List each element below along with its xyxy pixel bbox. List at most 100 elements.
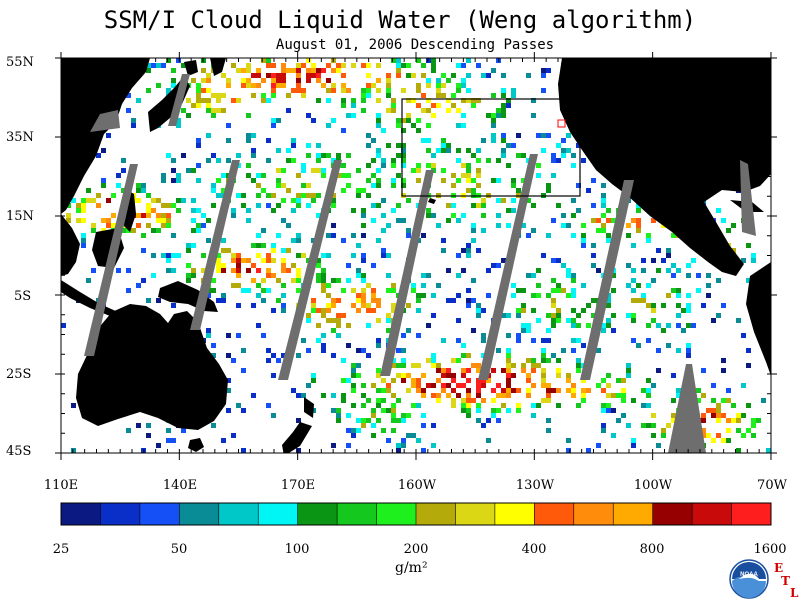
cloud-pixel: [136, 98, 141, 103]
cloud-pixel: [381, 398, 386, 403]
cloud-pixel: [401, 418, 406, 423]
cloud-pixel: [321, 278, 326, 283]
cloud-pixel: [496, 108, 501, 113]
cloud-pixel: [686, 323, 691, 328]
colorbar-swatch: [573, 503, 614, 525]
cloud-pixel: [241, 68, 246, 73]
cloud-pixel: [316, 68, 321, 73]
cloud-pixel: [581, 398, 586, 403]
cloud-pixel: [216, 298, 221, 303]
cloud-pixel: [486, 438, 491, 443]
cloud-pixel: [361, 108, 366, 113]
cloud-pixel: [311, 168, 316, 173]
cloud-pixel: [511, 198, 516, 203]
cloud-pixel: [221, 263, 226, 268]
cloud-pixel: [481, 378, 486, 383]
cloud-pixel: [411, 378, 416, 383]
cloud-pixel: [251, 73, 256, 78]
cloud-pixel: [316, 158, 321, 163]
cloud-pixel: [401, 333, 406, 338]
cloud-pixel: [296, 393, 301, 398]
cloud-pixel: [686, 348, 691, 353]
cloud-pixel: [246, 68, 251, 73]
cloud-pixel: [481, 198, 486, 203]
cloud-pixel: [176, 173, 181, 178]
cloud-pixel: [296, 418, 301, 423]
cloud-pixel: [276, 168, 281, 173]
cloud-pixel: [401, 118, 406, 123]
colorbar-label-200: 200: [403, 542, 429, 557]
cloud-pixel: [401, 163, 406, 168]
cloud-pixel: [241, 203, 246, 208]
cloud-pixel: [451, 298, 456, 303]
cloud-pixel: [646, 303, 651, 308]
cloud-pixel: [411, 403, 416, 408]
cloud-pixel: [376, 388, 381, 393]
cloud-pixel: [436, 83, 441, 88]
cloud-pixel: [386, 73, 391, 78]
cloud-pixel: [376, 318, 381, 323]
cloud-pixel: [556, 358, 561, 363]
cloud-pixel: [646, 238, 651, 243]
cloud-pixel: [391, 288, 396, 293]
cloud-pixel: [741, 413, 746, 418]
cloud-pixel: [591, 313, 596, 318]
cloud-pixel: [591, 243, 596, 248]
cloud-pixel: [471, 203, 476, 208]
cloud-pixel: [466, 248, 471, 253]
cloud-pixel: [361, 288, 366, 293]
cloud-pixel: [276, 148, 281, 153]
cloud-pixel: [581, 158, 586, 163]
cloud-pixel: [351, 383, 356, 388]
cloud-pixel: [466, 303, 471, 308]
cloud-pixel: [256, 183, 261, 188]
cloud-pixel: [666, 323, 671, 328]
cloud-pixel: [471, 228, 476, 233]
cloud-pixel: [561, 138, 566, 143]
cloud-pixel: [491, 413, 496, 418]
cloud-pixel: [281, 263, 286, 268]
cloud-pixel: [496, 408, 501, 413]
cloud-pixel: [386, 388, 391, 393]
cloud-pixel: [411, 288, 416, 293]
cloud-pixel: [556, 403, 561, 408]
cloud-pixel: [166, 438, 171, 443]
cloud-pixel: [206, 78, 211, 83]
cloud-pixel: [331, 158, 336, 163]
cloud-pixel: [411, 98, 416, 103]
cloud-pixel: [421, 138, 426, 143]
cloud-pixel: [576, 313, 581, 318]
cloud-pixel: [141, 248, 146, 253]
cloud-pixel: [266, 63, 271, 68]
cloud-pixel: [181, 63, 186, 68]
cloud-pixel: [226, 388, 231, 393]
cloud-pixel: [436, 283, 441, 288]
cloud-pixel: [341, 128, 346, 133]
cloud-pixel: [266, 193, 271, 198]
cloud-pixel: [476, 183, 481, 188]
cloud-pixel: [521, 308, 526, 313]
cloud-pixel: [521, 368, 526, 373]
cloud-pixel: [81, 243, 86, 248]
cloud-pixel: [731, 403, 736, 408]
cloud-pixel: [491, 408, 496, 413]
cloud-pixel: [241, 408, 246, 413]
cloud-pixel: [506, 383, 511, 388]
cloud-pixel: [401, 153, 406, 158]
cloud-pixel: [381, 378, 386, 383]
cloud-pixel: [421, 293, 426, 298]
cloud-pixel: [396, 58, 401, 63]
cloud-pixel: [521, 323, 526, 328]
cloud-pixel: [701, 428, 706, 433]
cloud-pixel: [371, 263, 376, 268]
cloud-pixel: [501, 153, 506, 158]
cloud-pixel: [446, 148, 451, 153]
cloud-pixel: [291, 238, 296, 243]
cloud-pixel: [501, 388, 506, 393]
cloud-pixel: [486, 268, 491, 273]
cloud-pixel: [466, 73, 471, 78]
cloud-pixel: [526, 328, 531, 333]
cloud-pixel: [271, 373, 276, 378]
cloud-pixel: [236, 253, 241, 258]
cloud-pixel: [111, 213, 116, 218]
